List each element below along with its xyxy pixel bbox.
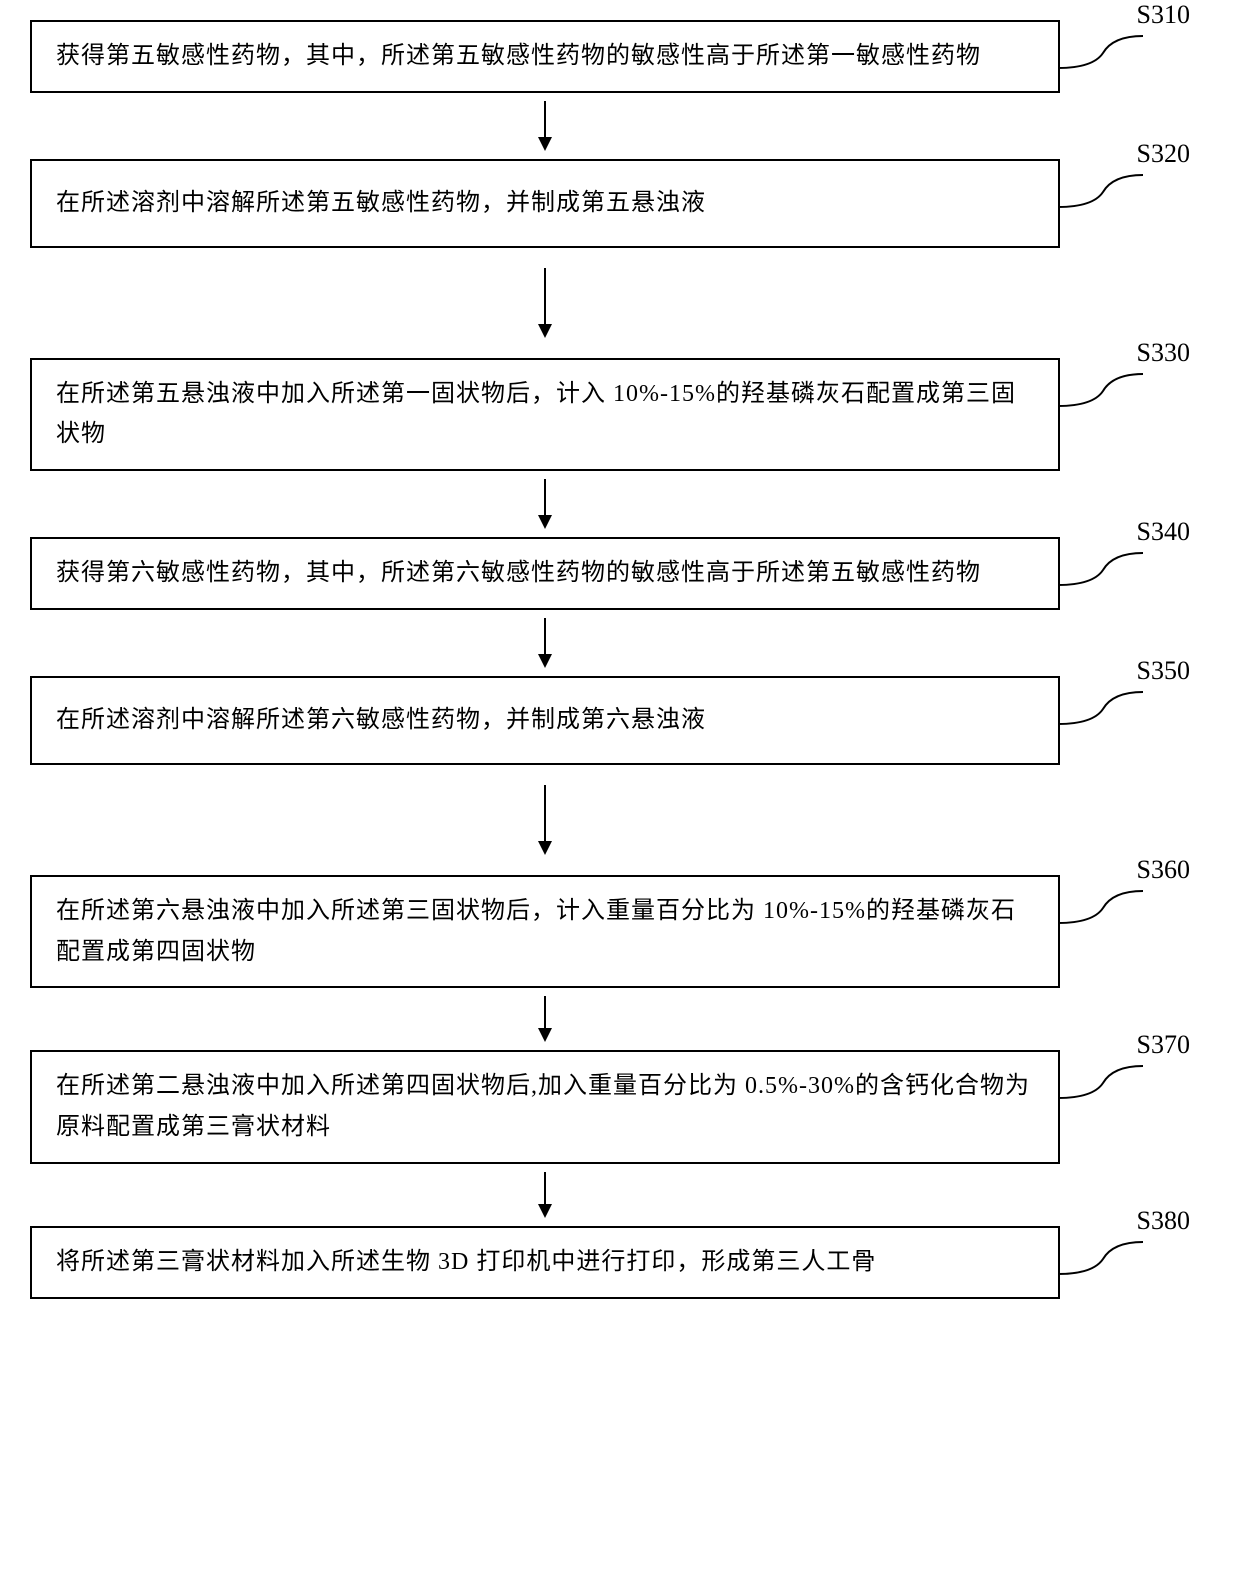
step-box-s310: 获得第五敏感性药物，其中，所述第五敏感性药物的敏感性高于所述第一敏感性药物 [30, 20, 1060, 93]
arrow-down-icon [535, 618, 555, 668]
step-label: S360 [1137, 855, 1190, 885]
step-box-s380: 将所述第三膏状材料加入所述生物 3D 打印机中进行打印，形成第三人工骨 [30, 1226, 1060, 1299]
arrow-down-icon [535, 785, 555, 855]
step-label-col: S330 [1060, 358, 1200, 418]
step-box-s320: 在所述溶剂中溶解所述第五敏感性药物，并制成第五悬浊液 [30, 159, 1060, 248]
connector-curve-icon [1058, 167, 1148, 227]
arrow-down-icon [535, 101, 555, 151]
step-text: 在所述第二悬浊液中加入所述第四固状物后,加入重量百分比为 0.5%-30%的含钙… [56, 1073, 1030, 1140]
step-label: S340 [1137, 517, 1190, 547]
step-label: S370 [1137, 1030, 1190, 1060]
step-text: 获得第六敏感性药物，其中，所述第六敏感性药物的敏感性高于所述第五敏感性药物 [56, 560, 981, 586]
step-box-s370: 在所述第二悬浊液中加入所述第四固状物后,加入重量百分比为 0.5%-30%的含钙… [30, 1050, 1060, 1164]
step-box-s330: 在所述第五悬浊液中加入所述第一固状物后，计入 10%-15%的羟基磷灰石配置成第… [30, 358, 1060, 472]
step-label: S330 [1137, 338, 1190, 368]
flow-step: 在所述溶剂中溶解所述第五敏感性药物，并制成第五悬浊液 S320 [30, 159, 1210, 248]
flow-step: 在所述溶剂中溶解所述第六敏感性药物，并制成第六悬浊液 S350 [30, 676, 1210, 765]
step-box-s350: 在所述溶剂中溶解所述第六敏感性药物，并制成第六悬浊液 [30, 676, 1060, 765]
connector-curve-icon [1058, 684, 1148, 744]
step-text: 在所述第五悬浊液中加入所述第一固状物后，计入 10%-15%的羟基磷灰石配置成第… [56, 381, 1016, 448]
step-label: S380 [1137, 1206, 1190, 1236]
arrow-connector [30, 610, 1060, 676]
flow-step: 获得第五敏感性药物，其中，所述第五敏感性药物的敏感性高于所述第一敏感性药物 S3… [30, 20, 1210, 93]
step-label-col: S360 [1060, 875, 1200, 935]
step-box-s360: 在所述第六悬浊液中加入所述第三固状物后，计入重量百分比为 10%-15%的羟基磷… [30, 875, 1060, 989]
step-label-col: S310 [1060, 20, 1200, 80]
step-label-col: S340 [1060, 537, 1200, 597]
flow-step: 在所述第五悬浊液中加入所述第一固状物后，计入 10%-15%的羟基磷灰石配置成第… [30, 358, 1210, 472]
arrow-down-icon [535, 996, 555, 1042]
arrow-down-icon [535, 268, 555, 338]
arrow-down-icon [535, 479, 555, 529]
step-text: 在所述第六悬浊液中加入所述第三固状物后，计入重量百分比为 10%-15%的羟基磷… [56, 898, 1016, 965]
step-box-s340: 获得第六敏感性药物，其中，所述第六敏感性药物的敏感性高于所述第五敏感性药物 [30, 537, 1060, 610]
step-text: 在所述溶剂中溶解所述第六敏感性药物，并制成第六悬浊液 [56, 707, 706, 733]
flow-step: 在所述第二悬浊液中加入所述第四固状物后,加入重量百分比为 0.5%-30%的含钙… [30, 1050, 1210, 1164]
step-text: 在所述溶剂中溶解所述第五敏感性药物，并制成第五悬浊液 [56, 190, 706, 216]
arrow-connector [30, 93, 1060, 159]
arrow-connector [30, 988, 1060, 1050]
arrow-connector [30, 248, 1060, 358]
flow-step: 获得第六敏感性药物，其中，所述第六敏感性药物的敏感性高于所述第五敏感性药物 S3… [30, 537, 1210, 610]
step-label-col: S380 [1060, 1226, 1200, 1286]
step-text: 获得第五敏感性药物，其中，所述第五敏感性药物的敏感性高于所述第一敏感性药物 [56, 43, 981, 69]
step-label: S320 [1137, 139, 1190, 169]
arrow-connector [30, 471, 1060, 537]
flow-step: 将所述第三膏状材料加入所述生物 3D 打印机中进行打印，形成第三人工骨 S380 [30, 1226, 1210, 1299]
connector-curve-icon [1058, 1234, 1148, 1294]
connector-curve-icon [1058, 366, 1148, 426]
step-label-col: S320 [1060, 159, 1200, 219]
step-label-col: S350 [1060, 676, 1200, 736]
connector-curve-icon [1058, 1058, 1148, 1118]
step-label: S310 [1137, 0, 1190, 30]
connector-curve-icon [1058, 28, 1148, 88]
arrow-down-icon [535, 1172, 555, 1218]
arrow-connector [30, 765, 1060, 875]
arrow-connector [30, 1164, 1060, 1226]
flowchart-container: 获得第五敏感性药物，其中，所述第五敏感性药物的敏感性高于所述第一敏感性药物 S3… [30, 20, 1210, 1299]
connector-curve-icon [1058, 545, 1148, 605]
step-label-col: S370 [1060, 1050, 1200, 1110]
step-text: 将所述第三膏状材料加入所述生物 3D 打印机中进行打印，形成第三人工骨 [56, 1249, 876, 1275]
step-label: S350 [1137, 656, 1190, 686]
flow-step: 在所述第六悬浊液中加入所述第三固状物后，计入重量百分比为 10%-15%的羟基磷… [30, 875, 1210, 989]
connector-curve-icon [1058, 883, 1148, 943]
